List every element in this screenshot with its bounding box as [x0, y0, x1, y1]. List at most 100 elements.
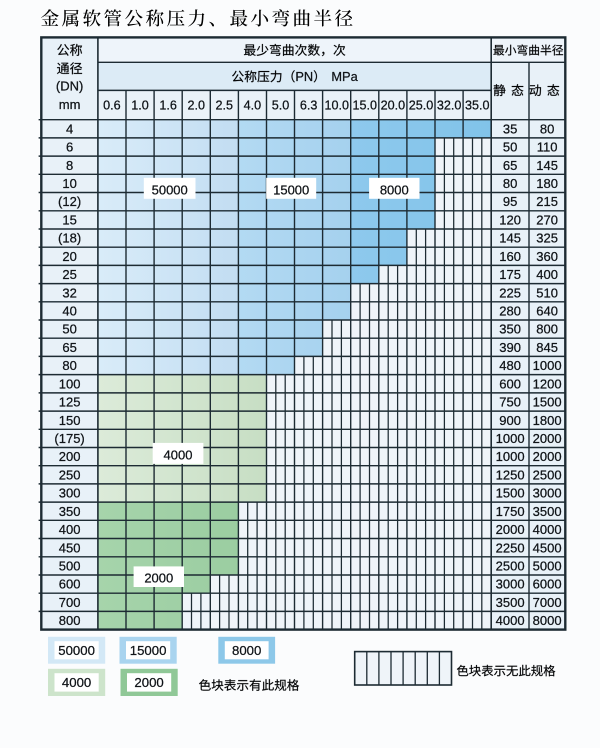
svg-text:80: 80: [540, 121, 554, 136]
svg-text:50: 50: [62, 322, 76, 337]
svg-text:8000: 8000: [533, 613, 562, 628]
svg-text:2000: 2000: [533, 431, 562, 446]
svg-text:15: 15: [62, 213, 76, 228]
svg-text:1.0: 1.0: [131, 99, 149, 113]
svg-text:3500: 3500: [496, 595, 525, 610]
svg-text:4000: 4000: [164, 448, 193, 463]
svg-text:1250: 1250: [496, 467, 525, 482]
svg-text:2500: 2500: [533, 467, 562, 482]
svg-text:160: 160: [499, 249, 521, 264]
svg-text:100: 100: [59, 376, 81, 391]
svg-text:350: 350: [59, 504, 81, 519]
svg-text:(18): (18): [58, 231, 81, 246]
svg-text:845: 845: [536, 340, 558, 355]
svg-text:175: 175: [499, 267, 521, 282]
svg-text:125: 125: [59, 395, 81, 410]
svg-text:65: 65: [503, 158, 517, 173]
svg-text:450: 450: [59, 540, 81, 555]
svg-text:800: 800: [59, 613, 81, 628]
svg-text:50000: 50000: [58, 643, 95, 658]
svg-text:900: 900: [499, 413, 521, 428]
svg-text:(175): (175): [54, 431, 84, 446]
svg-text:5000: 5000: [533, 559, 562, 574]
svg-text:4500: 4500: [533, 540, 562, 555]
svg-text:80: 80: [503, 176, 517, 191]
svg-text:3000: 3000: [496, 577, 525, 592]
svg-text:1000: 1000: [496, 431, 525, 446]
svg-text:1500: 1500: [533, 395, 562, 410]
svg-text:1500: 1500: [496, 486, 525, 501]
svg-text:2.0: 2.0: [187, 99, 205, 113]
svg-text:10: 10: [62, 176, 76, 191]
svg-text:225: 225: [499, 285, 521, 300]
svg-text:1.6: 1.6: [159, 99, 177, 113]
svg-text:600: 600: [499, 376, 521, 391]
svg-text:7000: 7000: [533, 595, 562, 610]
svg-text:35: 35: [503, 121, 517, 136]
svg-text:1000: 1000: [533, 358, 562, 373]
svg-text:1000: 1000: [496, 449, 525, 464]
svg-text:3500: 3500: [533, 504, 562, 519]
svg-text:600: 600: [59, 577, 81, 592]
svg-text:270: 270: [536, 213, 558, 228]
svg-text:145: 145: [499, 231, 521, 246]
svg-text:(12): (12): [58, 194, 81, 209]
svg-text:4000: 4000: [533, 522, 562, 537]
svg-text:PN: PN: [295, 69, 313, 84]
svg-text:280: 280: [499, 304, 521, 319]
svg-text:510: 510: [536, 285, 558, 300]
svg-text:15000: 15000: [130, 643, 167, 658]
svg-text:300: 300: [59, 486, 81, 501]
svg-text:145: 145: [536, 158, 558, 173]
svg-text:8000: 8000: [232, 643, 261, 658]
svg-text:MPa: MPa: [331, 69, 358, 84]
svg-text:350: 350: [499, 322, 521, 337]
svg-text:2000: 2000: [533, 449, 562, 464]
svg-text:25: 25: [62, 267, 76, 282]
svg-text:20: 20: [62, 249, 76, 264]
svg-text:25.0: 25.0: [409, 99, 434, 113]
svg-text:0.6: 0.6: [103, 99, 121, 113]
svg-text:6000: 6000: [533, 577, 562, 592]
svg-text:150: 150: [59, 413, 81, 428]
svg-text:4: 4: [66, 121, 73, 136]
svg-text:325: 325: [536, 231, 558, 246]
svg-text:15000: 15000: [273, 183, 309, 198]
svg-text:3000: 3000: [533, 486, 562, 501]
svg-text:6: 6: [66, 140, 73, 155]
svg-text:1750: 1750: [496, 504, 525, 519]
svg-text:mm: mm: [59, 97, 81, 112]
svg-text:32.0: 32.0: [437, 99, 462, 113]
svg-text:700: 700: [59, 595, 81, 610]
svg-text:4.0: 4.0: [244, 99, 262, 113]
svg-text:250: 250: [59, 467, 81, 482]
svg-text:2500: 2500: [496, 559, 525, 574]
svg-text:120: 120: [499, 213, 521, 228]
svg-text:40: 40: [62, 304, 76, 319]
svg-text:110: 110: [537, 140, 558, 155]
svg-text:32: 32: [62, 285, 76, 300]
svg-text:2000: 2000: [144, 571, 173, 586]
svg-text:50000: 50000: [152, 183, 188, 198]
svg-text:6.3: 6.3: [300, 99, 318, 113]
svg-text:640: 640: [536, 304, 558, 319]
svg-text:4000: 4000: [496, 613, 525, 628]
svg-text:750: 750: [499, 395, 521, 410]
svg-text:200: 200: [59, 449, 81, 464]
svg-text:400: 400: [536, 267, 558, 282]
svg-text:480: 480: [499, 358, 521, 373]
svg-text:5.0: 5.0: [272, 99, 290, 113]
svg-text:35.0: 35.0: [465, 99, 490, 113]
svg-text:2250: 2250: [496, 540, 525, 555]
svg-text:2000: 2000: [134, 675, 163, 690]
svg-text:80: 80: [62, 358, 76, 373]
svg-text:400: 400: [59, 522, 81, 537]
svg-text:15.0: 15.0: [353, 99, 378, 113]
svg-text:215: 215: [536, 194, 558, 209]
svg-text:50: 50: [503, 140, 517, 155]
svg-text:800: 800: [536, 322, 558, 337]
svg-text:1200: 1200: [533, 376, 562, 391]
svg-text:4000: 4000: [62, 675, 91, 690]
svg-text:390: 390: [499, 340, 521, 355]
svg-text:1800: 1800: [533, 413, 562, 428]
